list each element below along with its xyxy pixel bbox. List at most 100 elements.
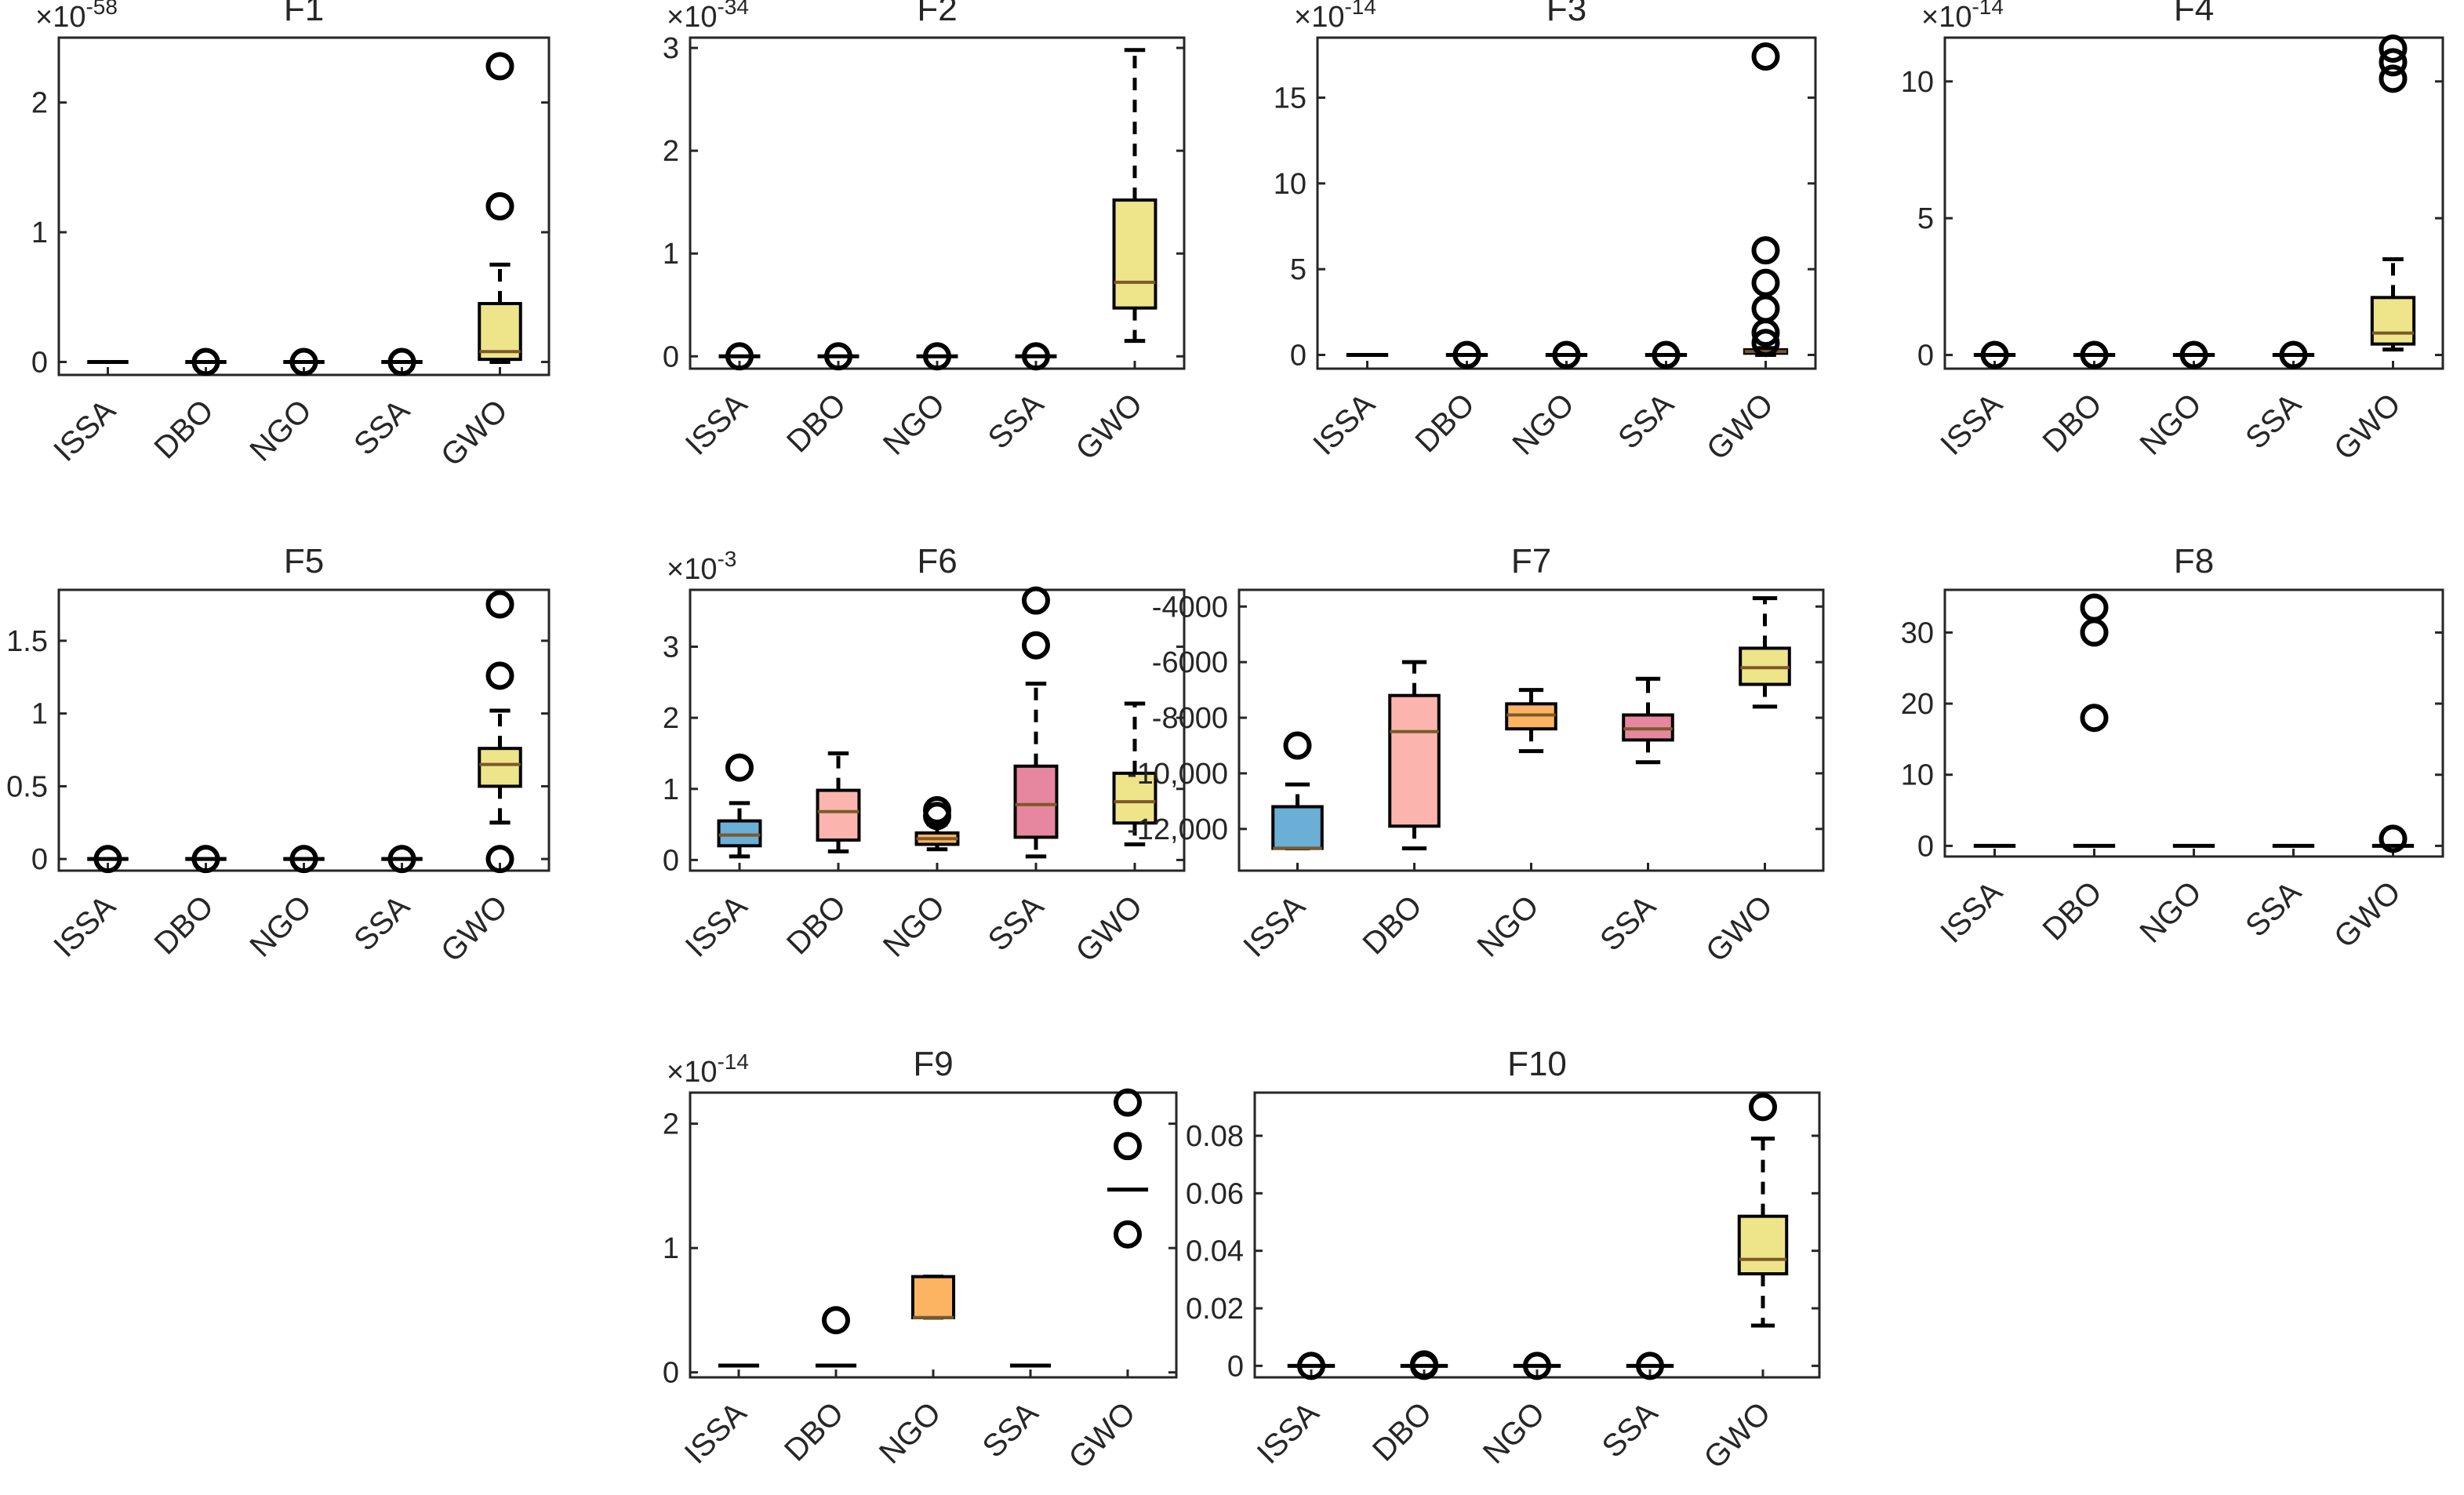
y-tick-label: 0 [663,844,679,877]
multiplier-base: ×10 [1921,1,1972,34]
x-tick-label: ISSA [1237,889,1312,964]
chart-title: F2 [917,0,957,28]
axes-frame [1253,1091,1821,1379]
box-ngo [1505,688,1557,754]
x-tick-label: GWO [1070,889,1150,969]
y-tick-label: 15 [1274,82,1307,115]
x-tick-label: SSA [2239,387,2308,456]
x-tick-label: NGO [243,393,318,468]
box-ngo [1513,1351,1561,1380]
x-tick-label: GWO [434,393,514,473]
outlier-point [485,845,514,874]
box-dbo [1388,660,1441,851]
outlier-point [485,52,514,81]
box-gwo [1112,48,1157,344]
x-tick-label: SSA [1612,387,1681,456]
axes-frame [57,588,551,872]
x-tick-label: GWO [1698,1395,1778,1475]
chart-panel-f2: F2 ×10-34 0 1 2 3 ISSA DBO NGO SSA GWO [663,0,1186,467]
iqr-box [1737,1214,1789,1275]
x-tick-label: NGO [243,889,318,964]
x-tick-label: DBO [780,387,852,459]
x-tick-label: DBO [147,889,220,961]
outlier-point [485,590,514,619]
x-tick-label: NGO [1477,1395,1552,1471]
outlier-point [1751,42,1780,71]
outlier-point [1749,1093,1777,1122]
y-tick-label: 0 [1227,1350,1244,1383]
box-dbo [2073,340,2116,369]
box-ssa [1015,342,1057,371]
multiplier-exponent: -34 [717,0,748,19]
y-tick-label: 0 [1917,340,1934,373]
outlier-point [725,753,754,782]
chart-panel-f6: F6 ×10-3 0 1 2 3 ISSA DBO NGO SSA GWO [663,542,1186,969]
y-tick-label: 0.02 [1186,1293,1244,1326]
x-tick-label: GWO [2328,387,2408,467]
x-tick-label: GWO [1699,889,1779,969]
outlier-point [1552,340,1581,369]
chart-panel-f1: F1 ×10-58 0 1 2 ISSA DBO NGO SSA GWO [31,0,551,473]
outlier-point [2379,64,2408,93]
outlier-point [822,1306,850,1335]
box-gwo [1107,1088,1149,1249]
x-tick-label: SSA [982,889,1051,958]
chart-title: F6 [917,542,957,580]
box-ssa [381,347,423,376]
x-tick-label: ISSA [47,393,122,468]
box-ngo [916,342,958,371]
outlier-point [485,192,514,220]
x-tick-label: NGO [1470,889,1546,964]
box-ssa [1644,340,1688,369]
box-ssa [1622,676,1674,765]
chart-title: F5 [284,542,324,580]
iqr-box [1112,198,1157,310]
box-ssa [1013,586,1059,859]
box-dbo [815,1306,857,1368]
x-tick-label: NGO [873,1395,948,1471]
iqr-box [1388,693,1441,828]
box-ngo [910,1275,956,1320]
multiplier-base: ×10 [667,1056,717,1089]
outlier-point [387,347,416,376]
outlier-point [1283,731,1312,760]
y-tick-label: 0.04 [1186,1235,1244,1268]
multiplier-exponent: -14 [717,1049,748,1074]
axis-multiplier: ×10-34 [667,0,749,34]
x-tick-label: GWO [1063,1395,1143,1475]
outlier-point [1652,340,1681,369]
x-tick-label: GWO [1070,387,1150,467]
x-tick-label: DBO [1356,889,1428,961]
box-dbo [1400,1350,1448,1380]
outlier-point [1297,1351,1325,1380]
y-tick-label: -10,000 [1127,758,1228,791]
y-tick-label: 1 [663,238,679,271]
x-tick-label: DBO [1366,1395,1438,1468]
box-ngo [283,845,325,874]
outlier-point [1022,586,1050,615]
y-tick-label: 1 [31,698,48,731]
chart-title: F9 [913,1045,953,1083]
y-tick-label: 2 [663,1108,679,1141]
chart-panel-f10: F10 0 0.02 0.04 0.06 0.08 ISSA DBO NGO SSA GWO [1186,1045,1821,1475]
outlier-point [1523,1351,1551,1380]
chart-title: F10 [1507,1045,1567,1083]
outlier-point [2080,340,2109,369]
outlier-point [2279,340,2308,369]
box-gwo [1737,1093,1789,1328]
chart-panel-f3: F3 ×10-14 0 5 10 15 ISSA DBO NGO SSA GWO [1274,0,1817,467]
x-tick-label: SSA [1594,889,1663,958]
multiplier-exponent: -58 [85,0,117,19]
y-tick-label: 0 [31,843,48,876]
outlier-point [1751,268,1780,297]
outlier-point [2179,340,2208,369]
y-tick-label: 2 [663,702,679,735]
y-tick-label: 0.08 [1186,1120,1244,1153]
outlier-point [1636,1351,1664,1380]
y-tick-label: 30 [1901,617,1934,649]
chart-title: F8 [2174,542,2214,580]
outlier-point [2379,824,2408,853]
x-tick-label: ISSA [679,387,754,462]
axes-frame [1943,36,2444,370]
x-tick-label: GWO [1700,387,1780,467]
